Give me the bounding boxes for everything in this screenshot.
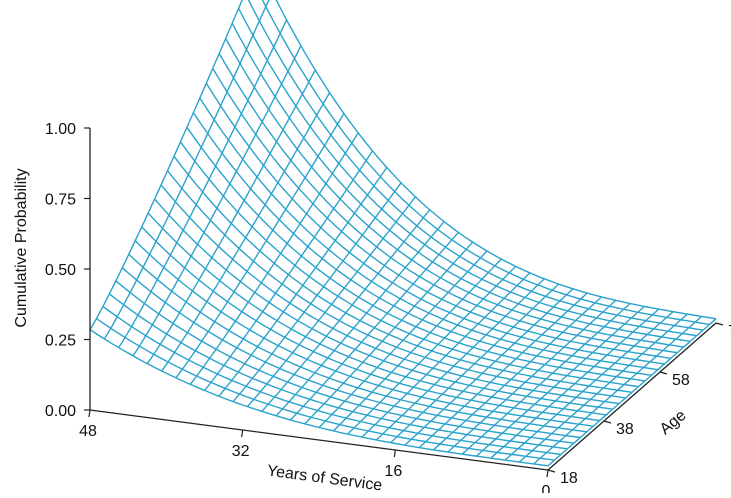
surface-service-line [304, 241, 474, 425]
surface-service-line [275, 221, 445, 417]
surface-service-line [146, 69, 316, 365]
surface-service-line [504, 311, 674, 461]
surface-mesh [89, 0, 717, 467]
y-tick-label: 38 [616, 421, 634, 438]
x-tick-label: 16 [384, 463, 402, 480]
surface-service-line [203, 150, 374, 391]
surface-service-line [189, 132, 359, 385]
surface-service-line [103, 0, 270, 340]
surface-service-line [89, 0, 243, 330]
x-tick-label: 48 [79, 423, 97, 440]
x-axis-title: Years of Service [266, 463, 383, 493]
surface-age-line [275, 0, 717, 320]
surface-service-line [518, 313, 688, 463]
surface-service-line [175, 113, 345, 379]
surface-age-line [166, 170, 626, 399]
surface-age-line [261, 0, 710, 326]
z-axis-title: Cumulative Probability [13, 168, 30, 327]
surface-service-line [433, 296, 602, 451]
surface-service-line [361, 272, 531, 438]
x-tick [393, 449, 396, 458]
surface-service-line [332, 258, 502, 432]
surface-service-line [375, 278, 545, 441]
x-tick-label: 32 [232, 443, 250, 460]
z-tick-label: 0.25 [45, 333, 76, 350]
surface-service-line [261, 209, 431, 412]
surface-service-line [289, 231, 459, 421]
surface-age-line [179, 141, 639, 388]
surface-service-line [461, 302, 631, 455]
y-axis-title: Age [657, 407, 690, 438]
y-tick-label: 18 [560, 470, 578, 487]
ticks: 0.00 0.25 0.50 0.75 1.00 48 32 16 0 18 38 58 78 [45, 121, 731, 498]
x-tick [241, 429, 244, 438]
surface-service-line [418, 292, 588, 449]
z-tick-label: 1.00 [45, 121, 76, 138]
y-tick [547, 469, 556, 473]
surface-service-line [404, 288, 574, 446]
z-tick-label: 0.75 [45, 192, 76, 209]
x-tick-label: 0 [542, 483, 551, 493]
surface-age-line [160, 184, 620, 405]
surface-age-line [231, 23, 691, 343]
surface-age-line [89, 329, 549, 467]
surface-service-line [318, 250, 488, 428]
y-tick [603, 420, 612, 424]
y-tick [659, 371, 668, 375]
surface-service-line [447, 299, 617, 453]
surface-service-line [118, 19, 288, 348]
z-tick-label: 0.50 [45, 262, 76, 279]
y-tick [715, 322, 724, 326]
surface-service-line [161, 92, 331, 372]
surface-service-line [232, 182, 402, 403]
surface-service-line [246, 196, 416, 408]
surface-age-line [173, 155, 633, 393]
surface-service-line [547, 318, 717, 467]
z-tick-label: 0.00 [45, 403, 76, 420]
x-tick [546, 469, 549, 478]
surface-service-line [490, 308, 660, 459]
surface-service-line [347, 265, 517, 435]
surface-service-line [533, 315, 703, 465]
surface-service-line [132, 45, 302, 357]
axes [89, 128, 717, 471]
surface-service-line [218, 167, 388, 397]
x-tick [88, 409, 91, 418]
y-axis-line [547, 322, 717, 471]
surface-service-line [475, 305, 645, 457]
surface-age-line [205, 82, 665, 365]
surface-service-line [390, 283, 560, 444]
x-axis-line [89, 409, 549, 471]
y-tick-label: 78 [728, 323, 731, 340]
y-tick-label: 58 [672, 372, 690, 389]
